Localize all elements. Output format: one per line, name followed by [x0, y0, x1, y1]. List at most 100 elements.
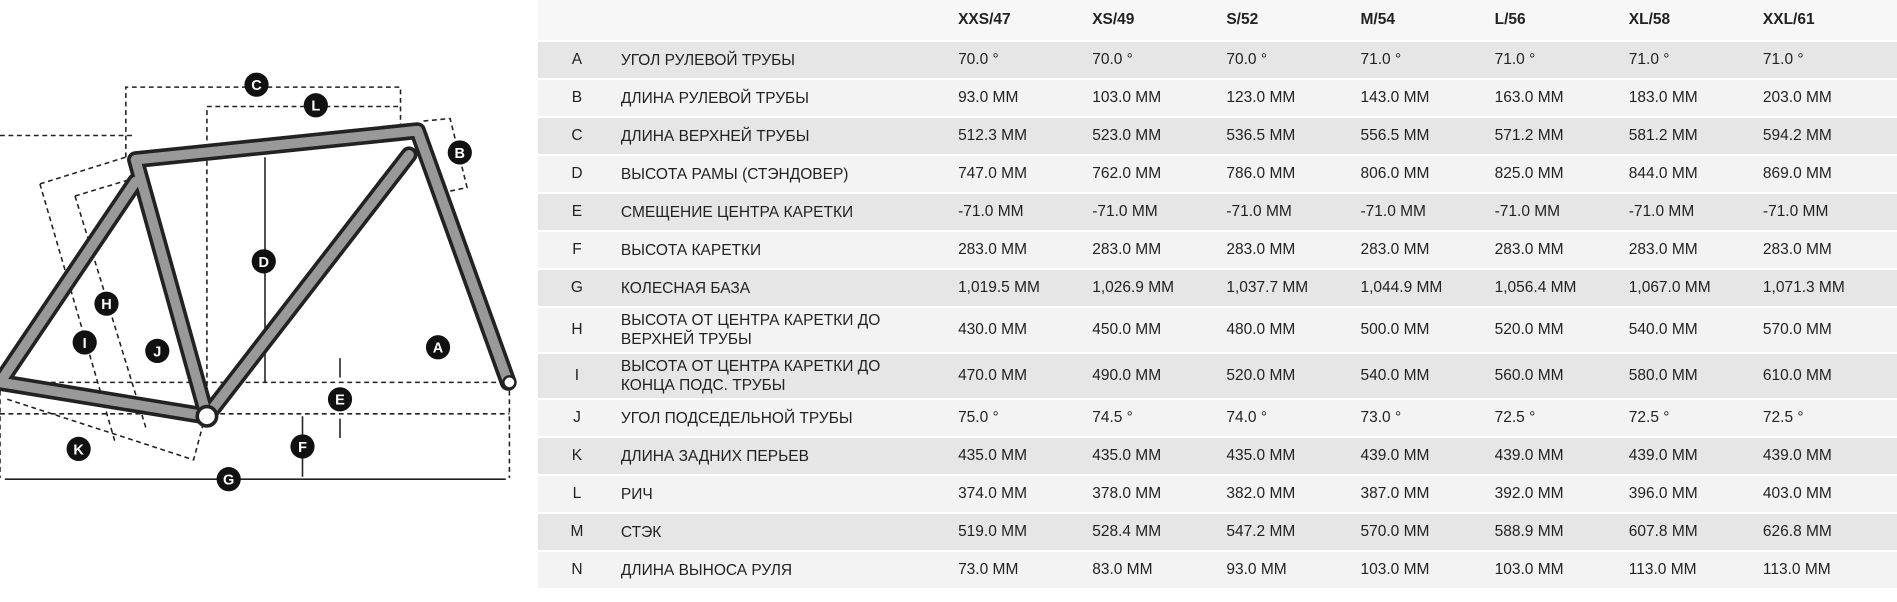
row-name: КОЛЕСНАЯ БАЗА	[620, 279, 751, 297]
row-value: 283.0 MM	[1628, 241, 1698, 258]
row-value: 435.0 MM	[958, 447, 1027, 464]
row-value: 93.0 MM	[1226, 561, 1287, 578]
label-letter: E	[335, 393, 345, 409]
row-value: 70.0 °	[958, 51, 999, 68]
row-value: 1,026.9 MM	[1092, 279, 1175, 296]
row-value: 556.5 MM	[1360, 127, 1430, 144]
table-row: N ДЛИНА ВЫНОСА РУЛЯ 73.0 MM 83.0 MM 93.0 MM 1…	[538, 552, 1897, 590]
row-value: 430.0 MM	[958, 321, 1027, 338]
row-value: 581.2 MM	[1628, 127, 1698, 144]
row-value: 123.0 MM	[1226, 89, 1296, 106]
row-name: ВЫСОТА КАРЕТКИ	[620, 241, 762, 259]
table-row: C ДЛИНА ВЕРХНЕЙ ТРУБЫ 512.3 MM 523.0 MM 536.…	[538, 118, 1897, 156]
row-name: ДЛИНА ЗАДНИХ ПЕРЬЕВ	[620, 447, 809, 465]
row-value: 536.5 MM	[1226, 127, 1296, 144]
label-letter: L	[311, 99, 320, 115]
row-value: 71.0 °	[1360, 51, 1402, 68]
label-letter: C	[251, 78, 262, 94]
table-row: G КОЛЕСНАЯ БАЗА 1,019.5 MM 1,026.9 MM 1,037.…	[538, 270, 1897, 308]
row-value: 283.0 MM	[958, 241, 1027, 258]
row-value: -71.0 MM	[1226, 203, 1292, 220]
row-letter: M	[570, 523, 584, 540]
label-letter: G	[223, 473, 234, 489]
row-value: 71.0 °	[1762, 51, 1804, 68]
row-value: 869.0 MM	[1762, 165, 1832, 182]
row-value: 844.0 MM	[1628, 165, 1698, 182]
label-badge	[447, 140, 472, 165]
label-badge	[290, 434, 315, 459]
row-value: 439.0 MM	[1762, 447, 1832, 464]
label-letter: D	[259, 255, 269, 271]
row-value: 1,071.3 MM	[1762, 279, 1845, 296]
label-badge	[425, 335, 451, 360]
row-value: 520.0 MM	[1226, 367, 1296, 384]
row-name: УГОЛ РУЛЕВОЙ ТРУБЫ	[620, 51, 796, 69]
row-value: -71.0 MM	[1092, 203, 1158, 220]
row-value: 387.0 MM	[1360, 485, 1430, 502]
row-value: 490.0 MM	[1092, 367, 1162, 384]
row-name: ВЫСОТА РАМЫ (СТЭНДОВЕР)	[620, 165, 849, 183]
row-value: 283.0 MM	[1762, 241, 1832, 258]
row-value: -71.0 MM	[1360, 203, 1426, 220]
table-row: I ВЫСОТА ОТ ЦЕНТРА КАРЕТКИ ДО КОНЦА ПОДС.…	[538, 354, 1897, 400]
row-value: 594.2 MM	[1762, 127, 1832, 144]
size-header: XS/49	[1092, 11, 1135, 28]
table-row: A УГОЛ РУЛЕВОЙ ТРУБЫ 70.0 ° 70.0 ° 70.0 ° 71.…	[538, 42, 1897, 80]
row-value: 283.0 MM	[1226, 241, 1296, 258]
row-value: 547.2 MM	[1226, 523, 1296, 540]
row-value: 439.0 MM	[1360, 447, 1430, 464]
row-value: 74.0 °	[1226, 409, 1268, 426]
table-row: D ВЫСОТА РАМЫ (СТЭНДОВЕР) 747.0 MM 762.0 MM…	[538, 156, 1897, 194]
table-row: J УГОЛ ПОДСЕДЕЛЬНОЙ ТРУБЫ 75.0 ° 74.5 ° 74.0…	[538, 400, 1897, 438]
row-value: 435.0 MM	[1092, 447, 1162, 464]
geometry-table: XXS/47 XS/49 S/52 M/54 L/56 XL/58 XXL/61 A УГОЛ …	[538, 0, 1897, 590]
row-value: 103.0 MM	[1360, 561, 1430, 578]
label-letter: H	[101, 297, 111, 313]
row-name: ДЛИНА ВЫНОСА РУЛЯ	[620, 561, 793, 579]
geometry-diagram: A B C D E F G H I J K L	[0, 72, 517, 492]
row-value: 72.5 °	[1628, 409, 1670, 426]
row-value: 519.0 MM	[958, 523, 1027, 540]
size-header: XL/58	[1628, 11, 1671, 28]
row-letter: F	[572, 241, 582, 258]
row-value: 580.0 MM	[1628, 367, 1698, 384]
row-name: СМЕЩЕНИЕ ЦЕНТРА КАРЕТКИ	[620, 203, 854, 221]
row-letter: E	[571, 203, 583, 220]
row-value: -71.0 MM	[958, 203, 1024, 220]
row-value: 1,044.9 MM	[1360, 279, 1443, 296]
row-value: 786.0 MM	[1226, 165, 1296, 182]
row-name: ДЛИНА ВЕРХНЕЙ ТРУБЫ	[620, 127, 810, 145]
row-name: ДЛИНА РУЛЕВОЙ ТРУБЫ	[620, 89, 809, 107]
row-value: 396.0 MM	[1628, 485, 1698, 502]
row-letter: K	[571, 447, 583, 464]
row-value: 403.0 MM	[1762, 485, 1832, 502]
label-badge	[145, 338, 170, 363]
row-value: 607.8 MM	[1628, 523, 1698, 540]
size-header: S/52	[1226, 11, 1259, 28]
size-header: L/56	[1494, 11, 1526, 28]
row-value: 570.0 MM	[1762, 321, 1832, 338]
row-value: 163.0 MM	[1494, 89, 1564, 106]
row-value: 825.0 MM	[1494, 165, 1564, 182]
table-row: M СТЭК 519.0 MM 528.4 MM 547.2 MM 570.0 MM 588…	[538, 514, 1897, 552]
row-value: 283.0 MM	[1092, 241, 1162, 258]
table-row: L РИЧ 374.0 MM 378.0 MM 382.0 MM 387.0 MM 392.…	[538, 476, 1897, 514]
row-letter: H	[571, 321, 583, 338]
row-value: 588.9 MM	[1494, 523, 1564, 540]
table-row: E СМЕЩЕНИЕ ЦЕНТРА КАРЕТКИ -71.0 MM -71.0 MM…	[538, 194, 1897, 232]
row-name: УГОЛ ПОДСЕДЕЛЬНОЙ ТРУБЫ	[620, 409, 853, 427]
row-name: ВЫСОТА ОТ ЦЕНТРА КАРЕТКИ ДО КОНЦА ПОДС. …	[620, 358, 881, 394]
row-value: 74.5 °	[1092, 409, 1133, 426]
row-value: 113.0 MM	[1762, 561, 1831, 578]
row-value: 540.0 MM	[1360, 367, 1430, 384]
row-value: 71.0 °	[1494, 51, 1536, 68]
row-value: -71.0 MM	[1494, 203, 1561, 220]
table-row: B ДЛИНА РУЛЕВОЙ ТРУБЫ 93.0 MM 103.0 MM 123.0…	[538, 80, 1897, 118]
row-value: 439.0 MM	[1628, 447, 1698, 464]
row-value: 435.0 MM	[1226, 447, 1296, 464]
label-letter: J	[153, 344, 161, 360]
row-value: 183.0 MM	[1628, 89, 1698, 106]
size-header: XXS/47	[958, 11, 1011, 28]
row-letter: J	[573, 409, 581, 426]
row-name: РИЧ	[620, 485, 653, 503]
